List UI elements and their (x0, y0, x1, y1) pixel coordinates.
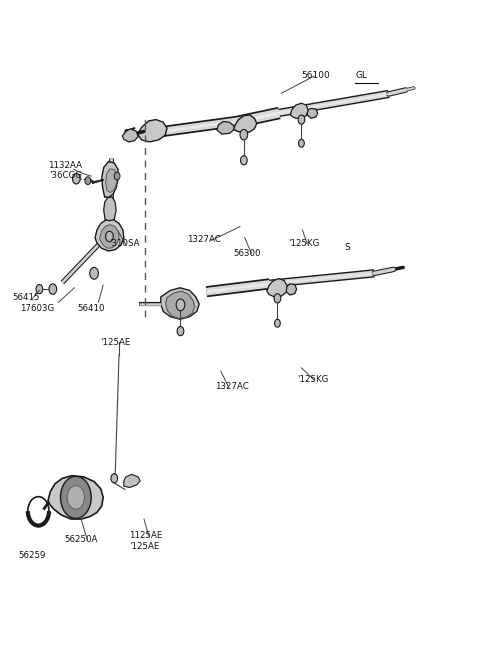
Polygon shape (100, 225, 119, 248)
Polygon shape (106, 169, 117, 193)
Text: '36CGG: '36CGG (49, 171, 82, 180)
Circle shape (49, 284, 57, 294)
Polygon shape (217, 122, 234, 134)
Text: '310SA: '310SA (109, 239, 140, 248)
Polygon shape (166, 291, 195, 319)
Circle shape (60, 476, 91, 518)
Polygon shape (234, 115, 257, 133)
Polygon shape (307, 108, 318, 118)
Text: 56415: 56415 (12, 293, 39, 302)
Circle shape (177, 327, 184, 336)
Circle shape (36, 284, 43, 294)
Circle shape (90, 267, 98, 279)
Circle shape (67, 486, 84, 509)
Polygon shape (102, 162, 118, 197)
Circle shape (274, 294, 281, 303)
Text: '125AE: '125AE (129, 541, 159, 551)
Text: 56259: 56259 (18, 551, 46, 560)
Circle shape (176, 299, 185, 311)
Polygon shape (137, 120, 167, 142)
Circle shape (240, 156, 247, 165)
Circle shape (240, 129, 248, 140)
Text: 56100: 56100 (301, 71, 330, 80)
Text: '125AE: '125AE (100, 338, 130, 347)
Text: S: S (345, 243, 350, 252)
Circle shape (85, 177, 91, 185)
Text: GL: GL (355, 71, 367, 80)
Polygon shape (290, 103, 308, 118)
Text: 1132AA: 1132AA (48, 160, 82, 170)
Polygon shape (286, 284, 297, 295)
Text: 56250A: 56250A (64, 535, 98, 544)
Polygon shape (267, 279, 287, 297)
Circle shape (72, 173, 80, 184)
Text: 17603G: 17603G (20, 304, 54, 313)
Circle shape (111, 474, 118, 483)
Circle shape (298, 115, 305, 124)
Polygon shape (104, 197, 116, 221)
Polygon shape (122, 129, 138, 142)
Polygon shape (124, 474, 140, 487)
Text: 1125AE: 1125AE (129, 531, 162, 540)
Text: 56410: 56410 (78, 304, 105, 313)
Polygon shape (95, 219, 124, 251)
Circle shape (275, 319, 280, 327)
Circle shape (114, 172, 120, 180)
Polygon shape (48, 476, 103, 519)
Text: 1327AC: 1327AC (187, 235, 221, 244)
Circle shape (299, 139, 304, 147)
Text: 56300: 56300 (233, 248, 261, 258)
Text: '125KG: '125KG (297, 374, 328, 384)
Text: 1327AC: 1327AC (215, 382, 249, 391)
Text: '125KG: '125KG (288, 238, 319, 248)
Polygon shape (161, 288, 199, 319)
Circle shape (106, 231, 113, 242)
